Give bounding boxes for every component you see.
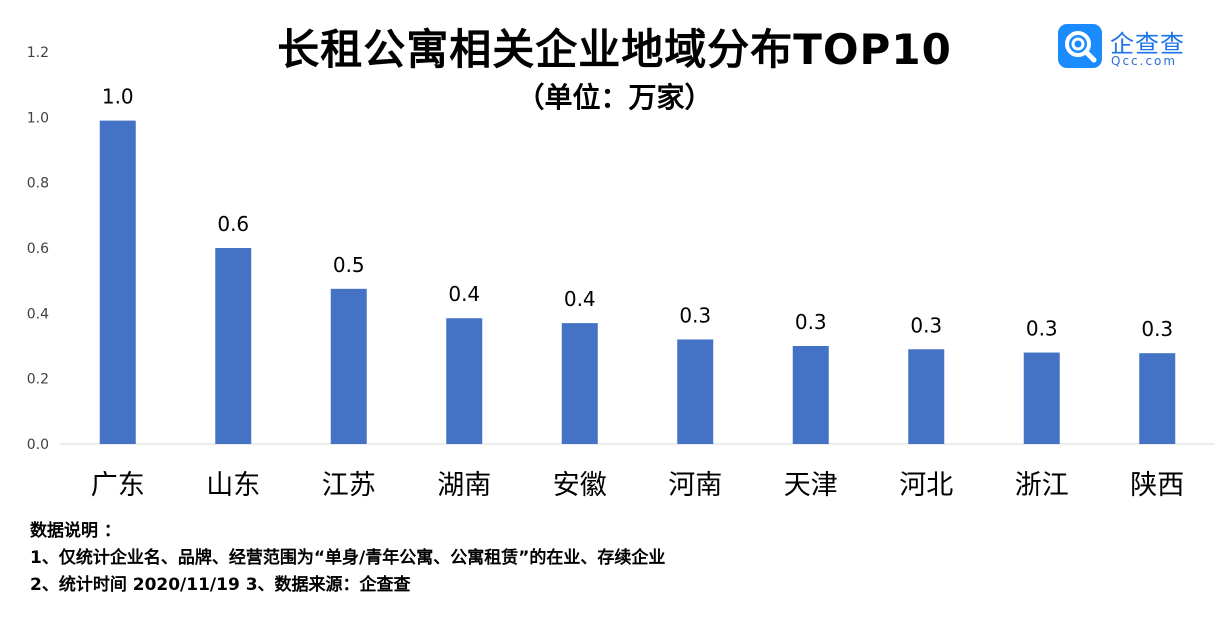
y-axis-ticks: 0.0 0.2 0.4 0.6 0.8 1.0 1.2 [27, 45, 49, 453]
category-labels: 广东 山东 江苏 湖南 安徽 河南 天津 河北 浙江 陕西 [91, 470, 1185, 501]
notes-line-1: 1、仅统计企业名、品牌、经营范围为“单身/青年公寓、公寓租赁”的在业、存续企业 [30, 548, 666, 568]
y-tick-label: 1.0 [27, 110, 49, 126]
category-label: 湖南 [437, 470, 491, 501]
bar [561, 323, 598, 444]
chart-subtitle: （单位：万家） [516, 81, 713, 114]
bar [1023, 352, 1060, 444]
data-notes: 数据说明 ： 1、仅统计企业名、品牌、经营范围为“单身/青年公寓、公寓租赁”的在… [30, 518, 665, 599]
category-label: 河南 [668, 470, 722, 501]
notes-line-2: 2、统计时间 2020/11/19 3、数据来源：企查查 [30, 575, 411, 595]
y-tick-label: 0.0 [27, 437, 49, 453]
bar [677, 339, 714, 444]
bar [792, 346, 829, 444]
data-label: 0.4 [564, 287, 596, 311]
category-label: 安徽 [553, 470, 607, 501]
data-label: 0.3 [1141, 317, 1173, 341]
category-label: 广东 [91, 470, 145, 501]
bar [215, 248, 252, 444]
y-tick-label: 0.2 [27, 372, 49, 388]
data-label: 0.5 [333, 253, 365, 277]
bar [446, 318, 483, 444]
logo-name: 企查查 [1110, 30, 1185, 58]
notes-heading: 数据说明 ： [30, 521, 121, 541]
qcc-logo: 企查查 Qcc.com [1058, 24, 1208, 70]
bar [1139, 353, 1176, 444]
y-tick-label: 1.2 [27, 45, 49, 61]
magnifier-logo-icon [1058, 24, 1102, 68]
category-label: 江苏 [322, 470, 376, 501]
y-tick-label: 0.4 [27, 306, 49, 322]
bars [99, 120, 1176, 444]
bar [330, 288, 367, 444]
category-label: 山东 [206, 470, 260, 501]
category-label: 天津 [784, 470, 838, 501]
data-label: 0.3 [795, 310, 827, 334]
y-tick-label: 0.6 [27, 241, 49, 257]
data-label: 0.6 [217, 212, 249, 236]
data-label: 1.0 [102, 85, 134, 109]
data-label: 0.3 [910, 313, 942, 337]
bar [99, 120, 136, 444]
data-label: 0.3 [679, 303, 711, 327]
bar [908, 349, 945, 444]
data-label: 0.3 [1026, 317, 1058, 341]
category-label: 浙江 [1015, 470, 1069, 501]
data-label: 0.4 [448, 282, 480, 306]
logo-url: Qcc.com [1111, 54, 1178, 68]
chart-title: 长租公寓相关企业地域分布TOP10 [277, 25, 952, 74]
data-labels: 1.0 0.6 0.5 0.4 0.4 0.3 0.3 0.3 0.3 0.3 [102, 85, 1173, 342]
y-tick-label: 0.8 [27, 176, 49, 192]
category-label: 河北 [899, 470, 953, 501]
category-label: 陕西 [1130, 470, 1184, 501]
